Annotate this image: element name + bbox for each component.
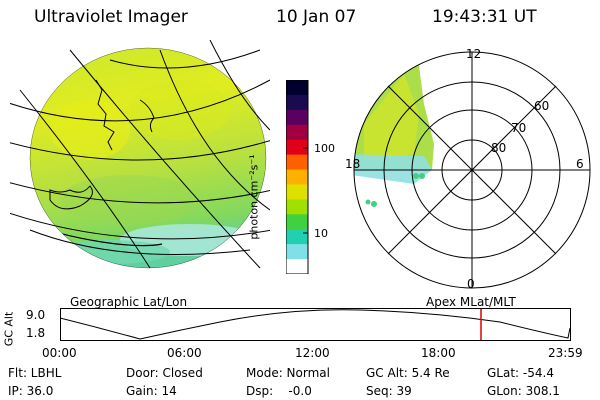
status-mode: Mode: Normal <box>246 366 330 380</box>
timeline-tick-2359: 23:59 <box>548 346 583 360</box>
timeline-tick-0600: 06:00 <box>167 346 202 360</box>
timeline-tick-0000: 00:00 <box>42 346 77 360</box>
mlt-label-0: 0 <box>467 277 475 291</box>
intensity-colorbar <box>286 80 309 274</box>
observation-date: 10 Jan 07 <box>276 7 357 27</box>
altitude-tick-high: 9.0 <box>26 308 46 322</box>
instrument-title: Ultraviolet Imager <box>34 7 188 27</box>
colorbar-stripe <box>286 199 308 215</box>
colorbar-stripe <box>286 169 308 185</box>
colorbar-stripe <box>286 184 308 200</box>
status-gc-alt: GC Alt: 5.4 Re <box>366 366 450 380</box>
status-gain: Gain: 14 <box>126 384 177 398</box>
observation-time: 19:43:31 UT <box>432 7 537 27</box>
colorbar-stripe <box>286 94 308 111</box>
colorbar-unit-label: photon cm⁻²s⁻¹ <box>247 154 261 240</box>
apex-polar-plot <box>353 51 591 289</box>
colorbar-stripe <box>286 259 308 274</box>
altitude-axis-label: GC Alt <box>2 311 16 347</box>
status-ip: IP: 36.0 <box>8 384 54 398</box>
colorbar-stripe <box>286 139 308 156</box>
colorbar-tick-100: 100 <box>314 142 335 155</box>
right-projection-label: Apex MLat/MLT <box>426 295 516 309</box>
mlt-label-18: 18 <box>345 157 361 171</box>
left-projection-label: Geographic Lat/Lon <box>70 295 188 309</box>
mlat-label-70: 70 <box>511 121 527 135</box>
status-glon: GLon: 308.1 <box>487 384 560 398</box>
status-dsp: Dsp: -0.0 <box>246 384 312 398</box>
altitude-tick-low: 1.8 <box>26 326 46 340</box>
colorbar-stripe <box>286 229 308 245</box>
timeline-tick-1800: 18:00 <box>421 346 456 360</box>
mlt-label-6: 6 <box>576 157 584 171</box>
altitude-timeline-plot <box>60 308 571 341</box>
timeline-tick-1200: 12:00 <box>295 346 330 360</box>
colorbar-tick-10: 10 <box>314 227 328 240</box>
colorbar-stripe <box>286 154 308 171</box>
colorbar-stripe <box>286 214 308 230</box>
mlat-label-80: 80 <box>491 141 507 155</box>
status-seq: Seq: 39 <box>366 384 412 398</box>
colorbar-stripe <box>286 124 308 141</box>
status-door: Door: Closed <box>126 366 203 380</box>
geographic-globe-image <box>10 40 270 269</box>
colorbar-stripe <box>286 80 308 96</box>
status-glat: GLat: -54.4 <box>487 366 554 380</box>
colorbar-stripe <box>286 109 308 126</box>
mlt-label-12: 12 <box>466 47 482 61</box>
mlat-label-60: 60 <box>534 99 550 113</box>
colorbar-stripe <box>286 244 308 260</box>
status-filter: Flt: LBHL <box>8 366 62 380</box>
